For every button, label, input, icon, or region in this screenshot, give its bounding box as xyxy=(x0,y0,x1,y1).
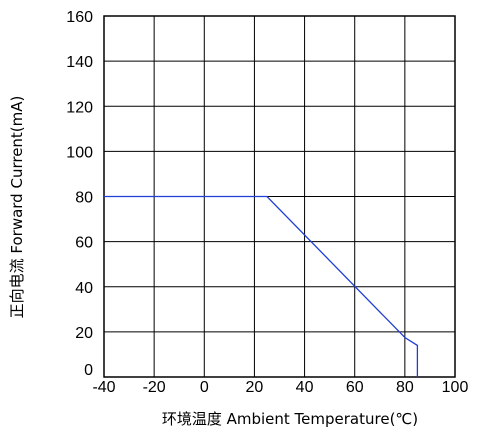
x-tick-label: 20 xyxy=(246,379,264,396)
y-tick-label: 100 xyxy=(66,144,93,161)
y-tick-label: 40 xyxy=(75,280,93,297)
x-tick-label: 60 xyxy=(346,379,364,396)
y-tick-label: 160 xyxy=(66,9,93,26)
x-tick-label: 80 xyxy=(396,379,414,396)
y-axis-label: 正向电流 Forward Current(mA) xyxy=(8,96,26,319)
y-tick-label: 140 xyxy=(66,54,93,71)
x-tick-label: 0 xyxy=(200,379,209,396)
x-axis-label: 环境温度 Ambient Temperature(℃) xyxy=(162,410,418,428)
x-tick-label: 40 xyxy=(296,379,314,396)
x-tick-label: 100 xyxy=(442,379,469,396)
y-tick-label: 120 xyxy=(66,99,93,116)
x-tick-label: -40 xyxy=(92,379,115,396)
y-tick-label: 0 xyxy=(84,362,93,379)
y-tick-label: 20 xyxy=(75,325,93,342)
series-layer xyxy=(104,195,419,377)
y-tick-labels: 0 20 40 60 80 100 120 140 160 xyxy=(66,9,93,379)
forward-current-derating-line xyxy=(104,195,419,377)
y-tick-label: 60 xyxy=(75,235,93,252)
grid xyxy=(104,16,455,377)
x-tick-labels: -40 -20 0 20 40 60 80 100 xyxy=(92,379,468,396)
x-tick-label: -20 xyxy=(143,379,166,396)
y-tick-label: 80 xyxy=(75,190,93,207)
